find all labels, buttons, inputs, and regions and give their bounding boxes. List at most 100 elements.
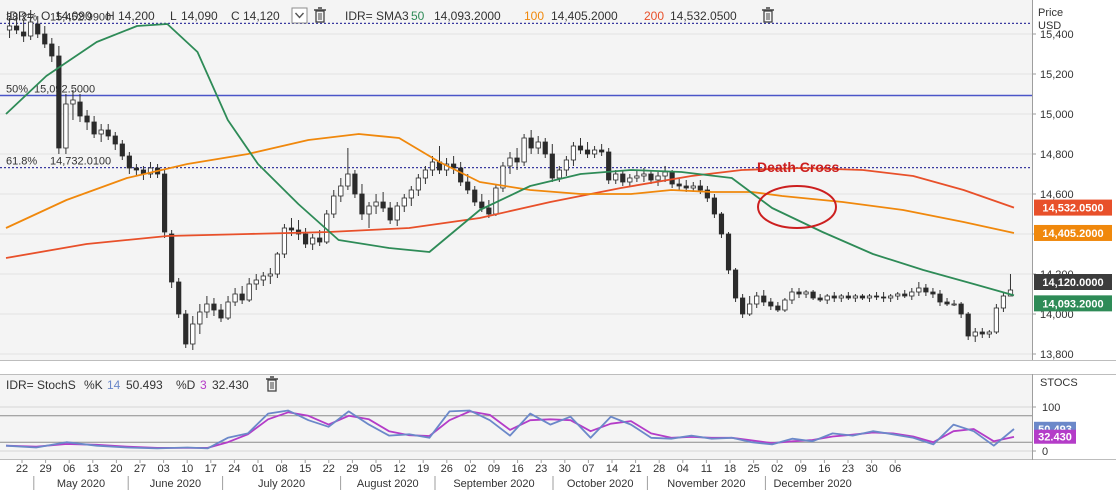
candle-body [662,171,668,177]
stoch-k-line [5,409,1015,450]
candle-body [584,149,591,155]
sma100-price-tag: 14,405.2000 [1034,224,1112,241]
svg-text:14,120.0000: 14,120.0000 [1042,277,1103,289]
candle-body [6,25,13,31]
candle-body [725,233,732,271]
x-day-label: 23 [535,463,547,475]
x-day-label: 05 [370,463,382,475]
svg-text:14,532.0500: 14,532.0500 [1042,203,1103,215]
x-month-label: November 2020 [667,478,745,490]
candle-body [246,283,252,301]
candle-body [387,207,393,221]
candle-body [810,291,816,299]
x-day-label: 04 [677,463,689,475]
chevron-down-icon[interactable] [291,7,308,24]
price-axis-tags: 14,532.0500 14,405.2000 14,120.0000 14,093.… [1034,199,1112,312]
x-day-label: 29 [39,463,51,475]
x-day-label: 28 [653,463,665,475]
legend-sma100-value: 14,405.2000 [551,9,618,23]
x-day-label: 10 [181,463,193,475]
candle-body [620,173,626,183]
candle-body [1000,295,1007,309]
x-day-label: 21 [629,463,641,475]
legend-open-value: 14,090 [55,9,92,23]
x-day-label: 06 [889,463,901,475]
stoch-d-label: %D [176,378,196,392]
x-day-label: 25 [747,463,759,475]
x-month-label: October 2020 [567,478,634,490]
x-day-label: 03 [157,463,169,475]
legend-sma-title: IDR= SMA3 [345,9,409,23]
x-month-label: May 2020 [57,478,105,490]
x-month-label: September 2020 [453,478,534,490]
x-day-label: 02 [771,463,783,475]
candle-body [331,195,337,215]
stoch-axis-title: STOCS [1040,377,1078,389]
x-day-label: 27 [134,463,146,475]
candle-body [951,303,957,306]
candle-body [965,313,971,337]
price-tick-label: 14,600 [1040,189,1074,201]
price-tick-label: 13,800 [1040,349,1074,361]
candle-body [345,173,351,187]
candle-body [260,275,266,281]
candle-body [422,169,428,179]
legend-high-value: 14,200 [118,9,155,23]
candle-body [916,287,922,293]
fib-level-value: 15,452.9900 [50,11,111,23]
candle-body [937,293,943,303]
candle-body [838,295,844,299]
trash-icon[interactable] [314,7,326,23]
legend-low-value: 14,090 [181,9,218,23]
stoch-axis-ticks: 100 0 [1032,402,1060,458]
x-day-label: 19 [417,463,429,475]
stoch-plot-area[interactable] [0,374,1032,460]
stoch-d-tag: 32.430 [1034,429,1076,444]
candle-body [570,145,577,161]
candle-body [549,153,555,179]
stoch-lines [5,409,1015,450]
x-day-label: 30 [865,463,877,475]
stoch-k-period: 14 [107,378,121,392]
candle-body [49,43,55,57]
x-day-label: 20 [110,463,122,475]
candle-body [782,299,788,311]
candle-body [162,173,168,233]
sma-lines [5,23,1015,297]
x-day-label: 16 [818,463,830,475]
stoch-grid [0,406,1032,452]
candle-body [521,137,527,163]
candle-body [542,141,548,155]
death-cross-label: Death Cross [757,159,840,175]
candle-body [761,295,767,303]
candle-body [310,237,316,245]
candle-body [831,295,837,299]
trash-icon[interactable] [762,7,774,23]
price-axis-title-line1: Price [1038,7,1063,19]
price-axis-title-line2: USD [1038,20,1061,32]
stoch-d-period: 3 [200,378,207,392]
fibonacci-levels: 38.2% 15,452.9900 50% 15,092.5000 61.8% 14,73… [0,11,1032,169]
candle-body [366,205,372,215]
candle-body [126,155,132,169]
candle-body [42,33,48,45]
candle-body [768,301,774,307]
candle-body [979,331,985,335]
trash-icon[interactable] [266,376,278,392]
svg-text:32.430: 32.430 [1038,432,1072,444]
x-day-label: 12 [393,463,405,475]
legend-symbol: IDR= [6,9,34,23]
stoch-axis-tags: 50.49332.430 [1034,421,1076,444]
stoch-k-value: 50.493 [126,378,163,392]
candle-body [338,185,344,197]
candle-body [98,129,104,135]
x-day-label: 14 [606,463,618,475]
stoch-k-label: %K [84,378,103,392]
fib-level-value: 14,732.0100 [50,156,111,168]
x-day-label: 17 [205,463,217,475]
candle-body [239,293,245,301]
candle-body [119,143,125,157]
price-plot-area[interactable] [0,0,1032,360]
x-day-label: 07 [582,463,594,475]
candle-body [472,189,478,203]
